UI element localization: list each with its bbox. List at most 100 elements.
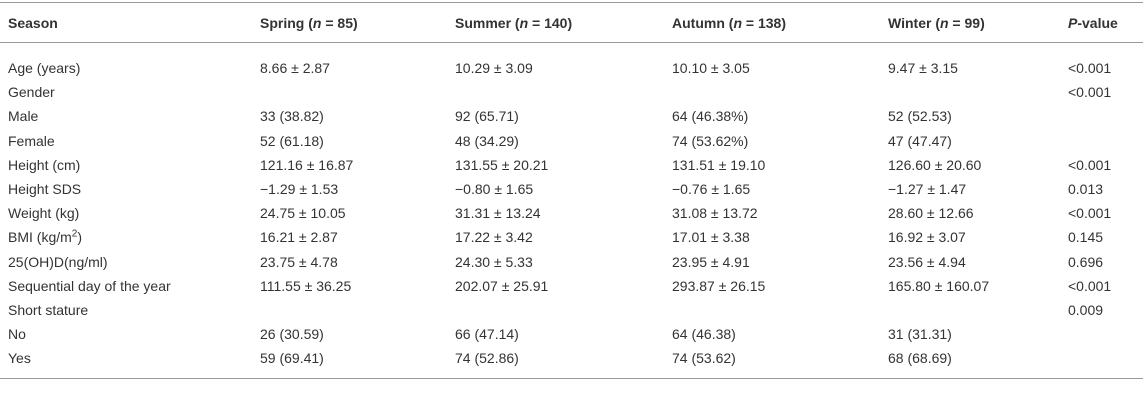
cell-text: 26 (30.59) [260,326,324,343]
cell-text: 23.56 ± 4.94 [888,253,966,270]
cell-text: 202.07 ± 25.91 [455,277,549,294]
cell-text: Sequential day of the year [8,277,171,294]
table-cell: Age (years) [0,43,252,81]
table-cell [880,80,1060,104]
table-cell: <0.001 [1060,201,1143,225]
cell-text: −1.27 ± 1.47 [888,181,967,198]
cell-text: 64 (46.38%) [672,108,749,125]
table-cell: 92 (65.71) [447,104,664,128]
table-row: Female 52 (61.18) 48 (34.29) 74 (53.62%) 47 … [0,129,1143,153]
table-cell: 33 (38.82) [252,104,447,128]
table-cell: 59 (69.41) [252,346,447,379]
table-cell: 24.75 ± 10.05 [252,201,447,225]
cell-text-part: n [733,14,742,31]
data-table: Season Spring (n = 85) Summer (n = 140) Aut… [0,2,1143,380]
table-row: Height SDS −1.29 ± 1.53 −0.80 ± 1.65 −0.76 … [0,177,1143,201]
cell-text: Season [8,14,58,31]
table-cell: 10.10 ± 3.05 [664,43,880,81]
cell-text: 31 (31.31) [888,326,952,343]
table-cell [1060,104,1143,128]
table-cell [1060,346,1143,379]
cell-text: 10.10 ± 3.05 [672,60,750,77]
table-cell: Short stature [0,298,252,322]
table-row: Height (cm) 121.16 ± 16.87 131.55 ± 20.21 1… [0,153,1143,177]
table-cell: 52 (61.18) [252,129,447,153]
table-cell: 23.75 ± 4.78 [252,250,447,274]
table-cell: 28.60 ± 12.66 [880,201,1060,225]
cell-text: 131.55 ± 20.21 [455,156,549,173]
table-header: Season Spring (n = 85) Summer (n = 140) Aut… [0,2,1143,43]
cell-text: <0.001 [1068,156,1112,173]
cell-text: 16.21 ± 2.87 [260,229,338,246]
table-cell: 17.01 ± 3.38 [664,225,880,249]
cell-text: Gender [8,84,55,101]
cell-text-part: -value [1077,14,1118,31]
cell-text-part: Summer ( [455,14,520,31]
cell-text-part: ) [77,229,83,246]
table-row: 25(OH)D(ng/ml) 23.75 ± 4.78 24.30 ± 5.33 23… [0,250,1143,274]
table-cell: 8.66 ± 2.87 [252,43,447,81]
header-cell: Autumn (n = 138) [664,2,880,43]
table-cell: 131.51 ± 19.10 [664,153,880,177]
cell-text: <0.001 [1068,205,1112,222]
table-cell: Gender [0,80,252,104]
cell-text: 165.80 ± 160.07 [888,277,990,294]
table-cell: Weight (kg) [0,201,252,225]
cell-text-part: n [312,14,322,31]
cell-text: Height SDS [8,181,82,198]
cell-text: 31.08 ± 13.72 [672,205,758,222]
cell-text: 24.75 ± 10.05 [260,205,346,222]
table-cell: 16.92 ± 3.07 [880,225,1060,249]
cell-text: 16.92 ± 3.07 [888,229,966,246]
table-cell [880,298,1060,322]
table-cell: 66 (47.14) [447,322,664,346]
table-cell: 165.80 ± 160.07 [880,274,1060,298]
cell-text: 64 (46.38) [672,326,736,343]
cell-text: −1.29 ± 1.53 [260,181,339,198]
cell-text-part: n [519,14,529,31]
cell-text: No [8,326,26,343]
header-cell: Season [0,2,252,43]
cell-text: Female [8,132,55,149]
cell-text: −0.76 ± 1.65 [672,181,751,198]
cell-text: 23.95 ± 4.91 [672,253,750,270]
table-row: Male 33 (38.82) 92 (65.71) 64 (46.38%) 52 (5… [0,104,1143,128]
table-cell: <0.001 [1060,43,1143,81]
table-cell: 64 (46.38%) [664,104,880,128]
table-cell: 121.16 ± 16.87 [252,153,447,177]
cell-text: 0.013 [1068,181,1104,198]
cell-text: 25(OH)D(ng/ml) [8,253,108,270]
table-cell: 74 (52.86) [447,346,664,379]
table-cell: 48 (34.29) [447,129,664,153]
table-cell: 16.21 ± 2.87 [252,225,447,249]
table-cell: 31.08 ± 13.72 [664,201,880,225]
cell-text-part: n [939,14,949,31]
table-row: BMI (kg/m2) 16.21 ± 2.87 17.22 ± 3.42 17.01… [0,225,1143,249]
cell-text: <0.001 [1068,60,1112,77]
cell-text: 92 (65.71) [455,108,519,125]
table-cell: 74 (53.62) [664,346,880,379]
table-cell: 31 (31.31) [880,322,1060,346]
table-row: Sequential day of the year 111.55 ± 36.25… [0,274,1143,298]
table-cell [664,80,880,104]
table-cell: 0.145 [1060,225,1143,249]
table-cell: 74 (53.62%) [664,129,880,153]
table-cell: 47 (47.47) [880,129,1060,153]
table-cell: 293.87 ± 26.15 [664,274,880,298]
cell-text: 0.009 [1068,301,1104,318]
cell-text: 9.47 ± 3.15 [888,60,958,77]
cell-text-part: = 140) [528,14,573,31]
table-row: Short stature 0.009 [0,298,1143,322]
table-cell: 131.55 ± 20.21 [447,153,664,177]
table-cell: −0.80 ± 1.65 [447,177,664,201]
cell-text-part: BMI (kg/m [8,229,72,246]
table-cell [252,80,447,104]
cell-text: Height (cm) [8,156,81,173]
table-cell: Height SDS [0,177,252,201]
table-body: Age (years) 8.66 ± 2.87 10.29 ± 3.09 10.10 … [0,43,1143,379]
table-cell: 68 (68.69) [880,346,1060,379]
table-cell: Female [0,129,252,153]
cell-text: Male [8,108,39,125]
cell-text: 126.60 ± 20.60 [888,156,982,173]
table-cell: Male [0,104,252,128]
